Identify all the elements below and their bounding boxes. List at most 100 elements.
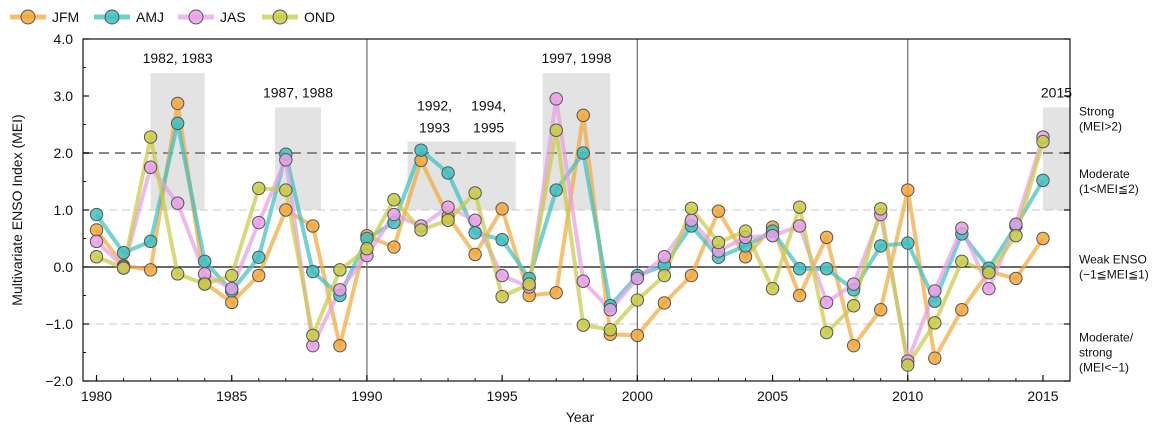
data-point-JAS <box>1009 217 1023 231</box>
data-point-JFM <box>684 268 699 283</box>
data-point-JAS <box>441 200 455 214</box>
data-point-OND <box>333 263 347 277</box>
data-point-JFM <box>576 108 590 123</box>
right-annotation-2: (−1≦MEI≦1) <box>1079 268 1149 282</box>
data-point-AMJ <box>495 232 509 247</box>
x-tick-label: 2010 <box>892 388 923 404</box>
x-tick-label: 2005 <box>757 388 788 404</box>
data-point-JAS <box>89 234 104 249</box>
event-box-5 <box>1042 107 1070 210</box>
data-point-JFM <box>225 295 239 310</box>
data-point-JAS <box>846 277 861 291</box>
data-point-OND <box>630 293 645 307</box>
data-point-JFM <box>387 240 401 254</box>
right-annotation-1: (1<MEI≦2) <box>1079 182 1139 196</box>
data-point-JFM <box>846 338 861 353</box>
y-tick-label: 3.0 <box>54 88 74 104</box>
legend-swatch-marker-OND <box>272 9 288 25</box>
event-label-line1: 1994, <box>471 98 506 114</box>
data-point-JAS <box>387 207 401 222</box>
event-label: 1997, 1998 <box>541 50 611 66</box>
data-point-OND <box>441 213 455 227</box>
right-annotation-3: strong <box>1079 346 1112 360</box>
data-point-OND <box>225 268 239 283</box>
event-label: 1982, 1983 <box>143 50 213 66</box>
x-tick-label: 2000 <box>622 388 653 404</box>
data-point-JFM <box>495 202 509 216</box>
data-point-JFM <box>792 288 807 303</box>
data-point-JFM <box>1036 231 1050 246</box>
event-label-line1: 1992, <box>417 98 452 114</box>
data-point-JAS <box>225 281 239 296</box>
data-point-JAS <box>468 213 482 227</box>
data-point-AMJ <box>170 116 185 131</box>
event-label: 2015 <box>1041 84 1072 100</box>
data-point-OND <box>684 201 699 215</box>
y-tick-label: 1.0 <box>54 202 74 218</box>
data-point-OND <box>819 325 834 340</box>
right-annotation-2: Weak ENSO <box>1079 253 1147 267</box>
data-point-AMJ <box>89 207 104 222</box>
data-point-AMJ <box>306 264 320 279</box>
data-point-JFM <box>874 303 888 317</box>
data-point-AMJ <box>549 183 563 197</box>
data-point-JFM <box>630 328 645 343</box>
data-point-OND <box>901 358 915 372</box>
data-point-JFM <box>901 183 915 197</box>
data-point-OND <box>414 223 428 237</box>
data-point-JFM <box>657 296 672 310</box>
right-annotation-0: (MEI>2) <box>1079 119 1122 133</box>
legend-swatch-marker-AMJ <box>104 9 120 25</box>
data-point-JAS <box>955 221 969 235</box>
data-point-OND <box>387 193 401 207</box>
data-point-JFM <box>468 247 482 262</box>
data-point-AMJ <box>143 234 158 249</box>
event-label: 1987, 1988 <box>263 84 333 100</box>
data-point-JFM <box>89 223 104 237</box>
series-layer <box>89 92 1050 372</box>
y-axis-title: Multivariate ENSO Index (MEI) <box>9 114 25 305</box>
data-point-OND <box>874 202 888 216</box>
data-point-JFM <box>1009 271 1023 286</box>
data-point-OND <box>116 261 131 275</box>
legend: JFM AMJ JAS OND <box>10 9 335 25</box>
right-annotation-3: (MEI<−1) <box>1079 361 1129 375</box>
series-line-OND <box>95 128 1045 367</box>
data-point-JAS <box>630 271 645 286</box>
data-point-JAS <box>549 92 563 106</box>
y-tick-label: −2.0 <box>45 373 73 389</box>
x-tick-label: 1985 <box>216 388 247 404</box>
right-annotation-1: Moderate <box>1079 167 1130 181</box>
data-point-JFM <box>333 338 347 353</box>
y-tick-label: 0.0 <box>54 259 74 275</box>
data-point-JAS <box>928 284 942 298</box>
data-point-OND <box>711 235 726 250</box>
data-point-JAS <box>603 303 618 317</box>
data-point-JFM <box>711 204 726 218</box>
data-point-JAS <box>819 295 834 310</box>
data-point-JFM <box>279 203 293 217</box>
data-point-OND <box>1036 134 1050 149</box>
data-point-OND <box>495 289 509 304</box>
event-label-line2: 1995 <box>473 120 504 136</box>
event-box-0 <box>150 73 205 210</box>
data-point-OND <box>792 200 807 214</box>
data-point-OND <box>982 266 996 280</box>
data-point-JFM <box>170 96 185 111</box>
right-annotation-0: Strong <box>1079 104 1114 118</box>
x-tick-label: 1995 <box>487 388 518 404</box>
data-point-OND <box>252 181 266 196</box>
data-point-OND <box>360 242 374 256</box>
data-point-OND <box>89 250 104 264</box>
data-point-JAS <box>982 281 996 296</box>
data-point-JFM <box>928 351 942 365</box>
data-point-OND <box>279 183 293 197</box>
data-point-JAS <box>143 160 158 174</box>
event-label-line2: 1993 <box>419 120 450 136</box>
data-point-AMJ <box>1036 173 1050 188</box>
data-point-OND <box>765 281 780 296</box>
data-point-JAS <box>684 213 699 227</box>
data-point-OND <box>306 328 320 343</box>
x-axis-title: Year <box>566 409 595 425</box>
